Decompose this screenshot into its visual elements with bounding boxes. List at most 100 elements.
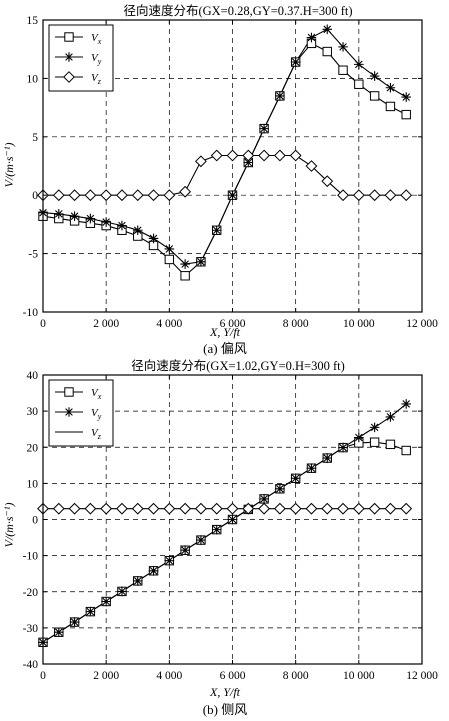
chart-a-vz-point xyxy=(131,189,144,202)
chart-b-vy-point xyxy=(354,432,364,443)
chart-b-caption: (b) 侧风 xyxy=(203,702,247,717)
chart-a-vy-point xyxy=(227,190,238,200)
chart-b-vz-point xyxy=(305,502,318,515)
chart-b-vy-point xyxy=(85,606,96,617)
chart-a-legend-label-vz: Vz xyxy=(91,72,102,86)
chart-a-legend-label-vy: Vy xyxy=(91,52,102,66)
chart-a-vy-point xyxy=(196,256,206,267)
chart-b-xtick-label: 8 000 xyxy=(283,670,309,682)
chart-a-ylabel: V/(m·s⁻¹) xyxy=(2,143,16,188)
chart-b-grid xyxy=(43,375,422,664)
chart-b-vz-point xyxy=(226,502,239,515)
chart-a-vy-point xyxy=(53,209,64,219)
chart-a-vy-point xyxy=(132,225,143,236)
chart-a-vz-point xyxy=(226,149,239,162)
chart-b-vy-point xyxy=(148,565,159,576)
chart-a-vy-point xyxy=(259,123,269,134)
chart-a-vz-point xyxy=(289,149,302,162)
chart-b-ytick-label: -30 xyxy=(23,623,39,635)
chart-a-legend-marker-vy xyxy=(64,52,74,62)
chart-b-vz-point xyxy=(210,502,223,515)
chart-a-xtick-label: 8 000 xyxy=(283,318,309,330)
chart-a-vz-point xyxy=(384,189,397,202)
chart-b-vz-point xyxy=(242,502,255,515)
chart-a-vz-point xyxy=(352,189,365,202)
chart-b-xtick-label: 0 xyxy=(40,670,46,682)
chart-b: 径向速度分布(GX=1.02,GY=0.H=300 ft) 0 2 000 4 00… xyxy=(2,358,438,717)
chart-b-vy-point xyxy=(53,627,64,638)
chart-a-vx-point xyxy=(369,91,380,101)
chart-a-vx-point xyxy=(164,254,175,265)
chart-b-vy-point xyxy=(401,399,412,409)
chart-a-vy-point xyxy=(369,71,380,81)
chart-a-legend-marker-vx xyxy=(64,32,74,42)
chart-b-legend-label-vx: Vx xyxy=(91,387,102,401)
chart-b-vz-point xyxy=(400,502,413,515)
chart-a-xtick-label: 0 xyxy=(40,318,46,330)
chart-a-vx-point xyxy=(385,101,396,112)
chart-b-vz-point xyxy=(147,502,160,515)
chart-b-ytick-label: 10 xyxy=(27,478,39,490)
chart-b-vz-point xyxy=(273,502,286,515)
chart-a-vz-point xyxy=(163,189,176,202)
chart-a-ytick-label: 10 xyxy=(27,73,39,85)
chart-a-xtick-label: 12 000 xyxy=(406,318,438,330)
chart-b-vy-point xyxy=(227,514,238,525)
chart-b-ytick-label: 40 xyxy=(27,370,39,382)
chart-b-vz-point xyxy=(195,502,207,515)
chart-a-vy-point xyxy=(322,24,333,35)
chart-a-vz-point xyxy=(210,149,223,162)
chart-b-vz-point xyxy=(352,502,365,515)
chart-a-vy-point xyxy=(275,91,285,101)
chart-b-vy-point xyxy=(338,442,348,453)
chart-b-ylabel: V/(m·s⁻¹) xyxy=(2,503,16,548)
chart-b-vy-point xyxy=(306,463,317,474)
chart-b-legend-box xyxy=(48,379,114,447)
chart-a-vy-point xyxy=(101,217,111,227)
chart-a-series-vz-line xyxy=(43,154,407,196)
chart-a-vz-point xyxy=(84,189,97,202)
chart-b-vz-point xyxy=(289,502,302,515)
chart-a-vz-point xyxy=(321,175,334,188)
chart-b-vy-point xyxy=(117,586,127,597)
chart-a-vy-point xyxy=(385,82,396,93)
chart-a-legend-label-vx: Vx xyxy=(91,32,102,46)
chart-b-ytick-label: 20 xyxy=(27,442,39,454)
chart-a-vx-point xyxy=(401,109,411,120)
chart-b-xtick-label: 2 000 xyxy=(93,670,119,682)
chart-b-vz-point xyxy=(68,502,81,515)
chart-b-vz-point xyxy=(321,502,334,515)
chart-a-vz-point xyxy=(52,189,65,202)
chart-b-vz-point xyxy=(179,502,192,515)
chart-a-vz-point xyxy=(242,149,255,162)
chart-a-caption: (a) 偏风 xyxy=(203,341,247,356)
chart-a-legend-box xyxy=(48,24,114,92)
chart-b-vy-point xyxy=(275,483,285,494)
chart-b-vz-point xyxy=(258,502,270,515)
chart-b-vy-point xyxy=(259,494,269,504)
chart-b-vx-point xyxy=(401,445,411,456)
chart-b-xlabel: X, Y/ft xyxy=(209,685,241,699)
chart-a-vz-point xyxy=(400,189,413,202)
chart-a-vz-point xyxy=(258,149,270,162)
chart-a-vy-point xyxy=(338,42,348,52)
chart-a-vz-point xyxy=(273,149,286,162)
chart-a-ytick-label: -10 xyxy=(23,307,39,319)
chart-b-vx-point xyxy=(369,437,380,447)
chart-a-vz-point xyxy=(179,185,192,198)
chart-a-vx-point xyxy=(354,79,364,89)
chart-a-ytick-label: -5 xyxy=(28,249,38,261)
chart-b-vy-point xyxy=(180,545,190,556)
chart-b-vz-point xyxy=(131,502,144,515)
chart-a-vy-point xyxy=(243,157,254,168)
chart-a-xtick-label: 10 000 xyxy=(343,318,375,330)
chart-b-vz-point xyxy=(163,502,176,515)
chart-a-vy-point xyxy=(290,57,301,67)
chart-b-vy-point xyxy=(196,535,206,545)
chart-b-vy-point xyxy=(290,473,301,484)
chart-b-xtick-label: 6 000 xyxy=(220,670,246,682)
chart-b-vz-point xyxy=(116,502,128,515)
chart-b-ytick-label: -10 xyxy=(23,551,39,563)
chart-b-vy-point xyxy=(69,617,80,627)
chart-b-xtick-label: 12 000 xyxy=(406,670,438,682)
